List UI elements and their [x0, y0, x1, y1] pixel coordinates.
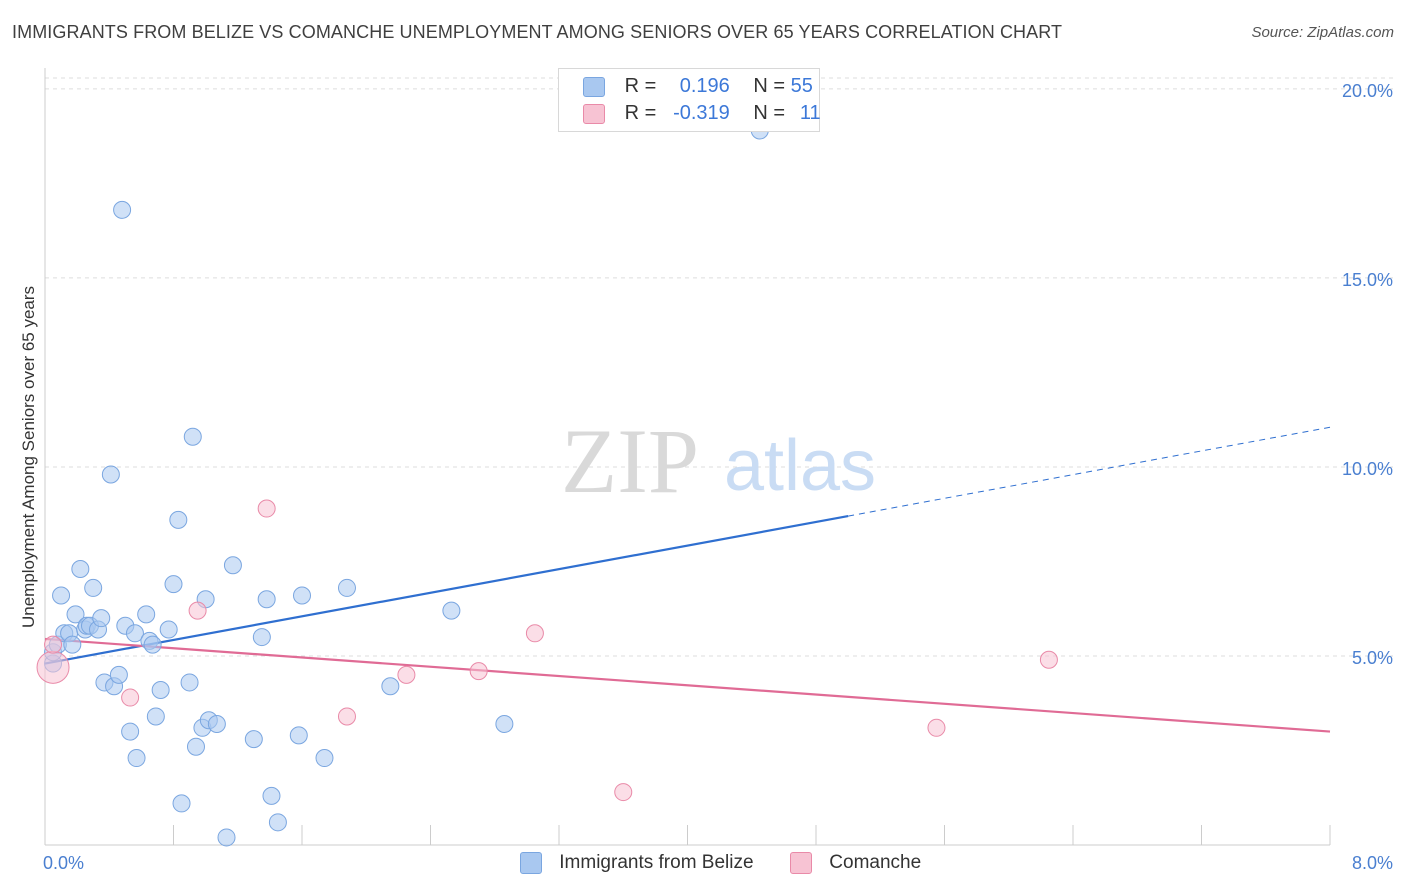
belize-point — [71, 560, 90, 579]
legend-comanche-swatch — [790, 852, 812, 874]
comanche-point — [397, 665, 416, 684]
belize-point — [172, 794, 191, 813]
belize-point — [52, 586, 71, 605]
belize-point — [268, 813, 287, 832]
x-tick-labels: 0.0% 8.0% — [43, 853, 1393, 873]
comanche-point — [121, 688, 140, 707]
belize-point — [217, 828, 236, 847]
comanche-point — [1039, 650, 1058, 669]
belize-swatch — [583, 76, 605, 97]
data-points — [36, 121, 1058, 847]
belize-point — [84, 578, 103, 597]
belize-point — [337, 578, 356, 597]
y-tick-label: 15.0% — [1342, 270, 1393, 290]
belize-point — [121, 722, 140, 741]
belize-point — [207, 715, 226, 734]
legend-row-belize: R = 0.196 N = 55 — [583, 75, 813, 101]
belize-point — [180, 673, 199, 692]
comanche-point — [614, 783, 633, 802]
legend-comanche-label: Comanche — [829, 852, 922, 874]
belize-r-label: R = — [624, 75, 662, 97]
comanche-n-label: N = — [753, 102, 791, 124]
belize-point — [143, 635, 162, 654]
comanche-point — [337, 707, 356, 726]
belize-point — [289, 726, 308, 745]
belize-point — [257, 590, 276, 609]
belize-point — [252, 628, 271, 647]
belize-point — [125, 624, 144, 643]
belize-point — [169, 510, 188, 529]
watermark: ZIP atlas — [561, 410, 876, 512]
belize-point — [164, 575, 183, 594]
belize-point — [92, 609, 111, 628]
y-tick-label: 20.0% — [1342, 81, 1393, 101]
belize-point — [186, 737, 205, 756]
comanche-point — [257, 499, 276, 518]
comanche-point — [188, 601, 207, 620]
trend-lines — [44, 426, 1331, 733]
belize-point — [113, 200, 132, 219]
belize-point — [495, 715, 514, 734]
belize-point — [151, 681, 170, 699]
belize-point — [66, 605, 85, 624]
belize-point — [293, 586, 311, 605]
belize-point — [381, 677, 400, 696]
correlation-legend: R = 0.196 N = 55 R = -0.319 N = 11 — [558, 68, 821, 132]
comanche-n-value: 11 — [799, 102, 821, 124]
comanche-r-label: R = — [624, 102, 662, 124]
belize-point — [137, 605, 156, 624]
gridlines — [45, 77, 1393, 657]
x-tick-label: 0.0% — [43, 853, 84, 873]
legend-belize-label: Immigrants from Belize — [559, 852, 754, 874]
comanche-point — [44, 635, 63, 654]
comanche-point — [927, 718, 946, 737]
y-tick-label: 10.0% — [1342, 459, 1393, 479]
legend-row-comanche: R = -0.319 N = 11 — [583, 102, 821, 128]
watermark-zip: ZIP — [561, 410, 699, 512]
chart-title: IMMIGRANTS FROM BELIZE VS COMANCHE UNEMP… — [12, 22, 1063, 42]
watermark-atlas: atlas — [724, 426, 876, 506]
belize-point — [244, 730, 263, 749]
axes — [44, 68, 1331, 846]
belize-point — [315, 749, 334, 768]
belize-n-value: 55 — [790, 75, 813, 97]
belize-point — [101, 465, 120, 484]
comanche-point — [525, 624, 544, 643]
belize-trend-extension — [848, 426, 1331, 517]
belize-point — [442, 601, 461, 620]
comanche-trend-line — [44, 637, 1331, 733]
belize-point — [159, 620, 178, 639]
y-tick-label: 5.0% — [1352, 648, 1393, 668]
belize-point — [146, 707, 165, 726]
y-tick-labels: 5.0% 10.0% 15.0% 20.0% — [1342, 81, 1393, 668]
belize-point — [262, 786, 281, 805]
y-axis-label: Unemployment Among Seniors over 65 years — [19, 286, 38, 628]
comanche-point — [469, 662, 488, 681]
belize-point — [127, 749, 146, 768]
comanche-swatch — [583, 103, 605, 124]
chart-source: Source: ZipAtlas.com — [1251, 24, 1394, 41]
legend-item-belize: Immigrants from Belize — [520, 852, 754, 874]
x-tick-label: 8.0% — [1352, 853, 1393, 873]
belize-point — [223, 556, 242, 575]
belize-point — [183, 427, 202, 446]
comanche-r-value: -0.319 — [673, 102, 730, 124]
legend-belize-swatch — [520, 852, 542, 874]
belize-point — [63, 635, 82, 654]
belize-trend-line — [44, 515, 849, 665]
legend-item-comanche: Comanche — [790, 852, 921, 874]
belize-point — [109, 665, 128, 684]
belize-n-label: N = — [753, 75, 791, 97]
comanche-point — [36, 650, 70, 684]
belize-r-value: 0.196 — [679, 75, 730, 97]
